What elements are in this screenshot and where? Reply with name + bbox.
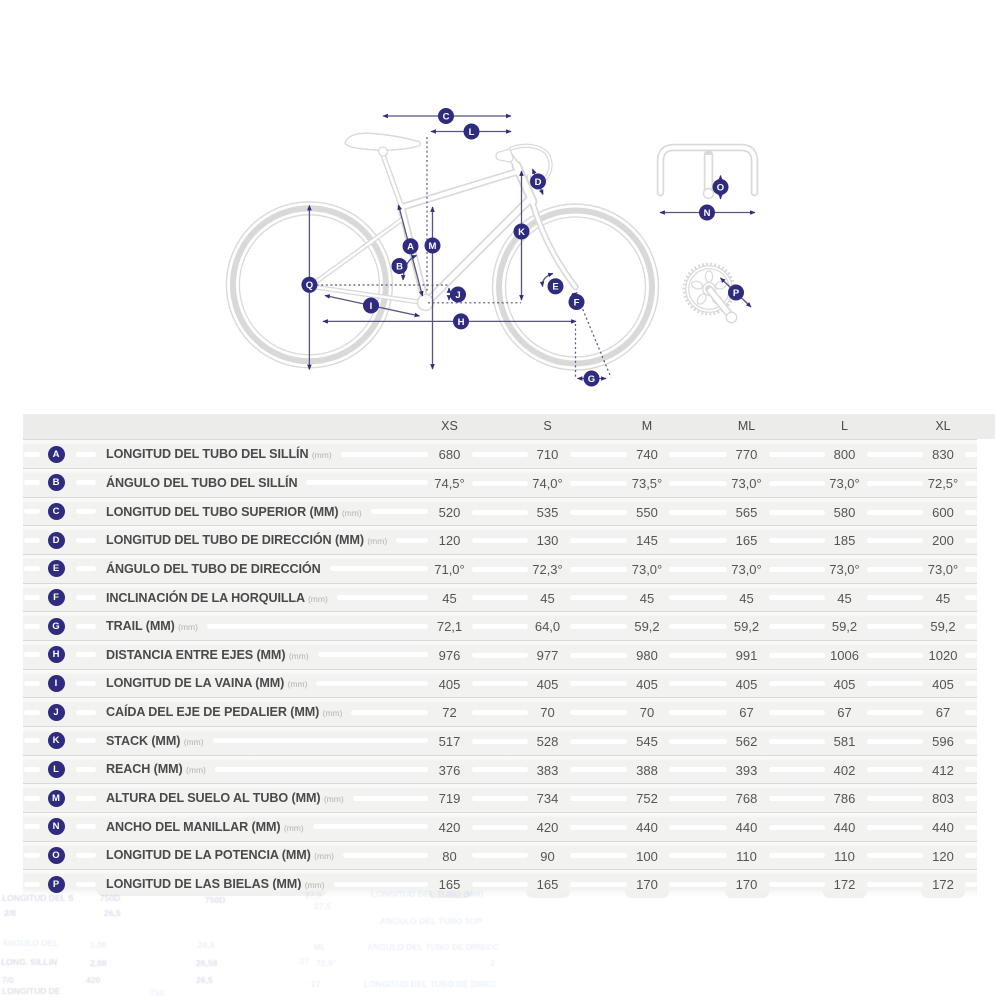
svg-text:G: G <box>588 374 595 385</box>
svg-text:N: N <box>704 208 711 219</box>
svg-text:F: F <box>574 297 580 308</box>
svg-text:C: C <box>443 111 450 122</box>
svg-text:Q: Q <box>306 280 313 291</box>
svg-text:E: E <box>552 282 558 293</box>
svg-text:O: O <box>717 182 724 193</box>
svg-text:I: I <box>370 301 373 312</box>
svg-text:P: P <box>733 288 740 299</box>
svg-text:D: D <box>535 177 542 188</box>
svg-text:M: M <box>429 241 437 252</box>
svg-text:L: L <box>469 127 475 138</box>
svg-text:K: K <box>518 227 525 238</box>
svg-text:A: A <box>407 242 414 253</box>
svg-text:J: J <box>455 290 460 301</box>
svg-text:H: H <box>458 317 465 328</box>
svg-text:B: B <box>396 261 403 272</box>
